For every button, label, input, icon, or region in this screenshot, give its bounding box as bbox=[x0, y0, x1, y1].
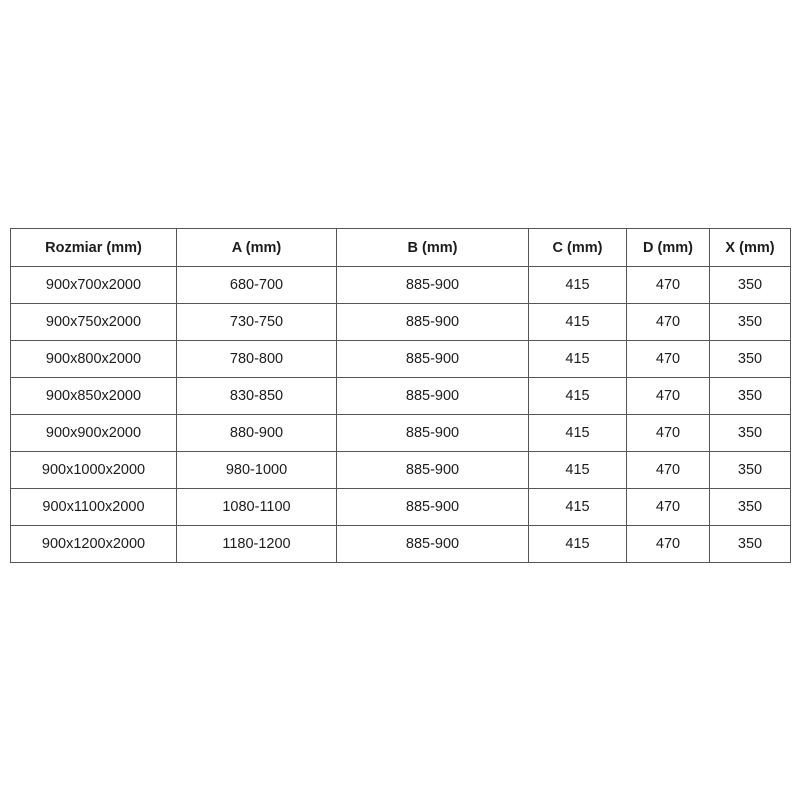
cell-a: 1180-1200 bbox=[176, 525, 337, 563]
table-row: 900x800x2000 780-800 885-900 415 470 350 bbox=[10, 340, 791, 378]
cell-x: 350 bbox=[709, 340, 791, 378]
cell-a: 980-1000 bbox=[176, 451, 337, 489]
cell-b: 885-900 bbox=[336, 414, 529, 452]
cell-d: 470 bbox=[626, 303, 710, 341]
cell-d: 470 bbox=[626, 414, 710, 452]
cell-b: 885-900 bbox=[336, 340, 529, 378]
cell-d: 470 bbox=[626, 488, 710, 526]
cell-a: 680-700 bbox=[176, 266, 337, 304]
cell-size: 900x700x2000 bbox=[10, 266, 177, 304]
cell-size: 900x1200x2000 bbox=[10, 525, 177, 563]
cell-x: 350 bbox=[709, 525, 791, 563]
cell-c: 415 bbox=[528, 266, 627, 304]
cell-a: 880-900 bbox=[176, 414, 337, 452]
cell-size: 900x1100x2000 bbox=[10, 488, 177, 526]
cell-a: 730-750 bbox=[176, 303, 337, 341]
cell-b: 885-900 bbox=[336, 525, 529, 563]
cell-x: 350 bbox=[709, 377, 791, 415]
cell-x: 350 bbox=[709, 414, 791, 452]
cell-size: 900x850x2000 bbox=[10, 377, 177, 415]
column-header-b: B (mm) bbox=[336, 228, 529, 267]
column-header-c: C (mm) bbox=[528, 228, 627, 267]
cell-c: 415 bbox=[528, 451, 627, 489]
column-header-a: A (mm) bbox=[176, 228, 337, 267]
cell-c: 415 bbox=[528, 377, 627, 415]
cell-c: 415 bbox=[528, 525, 627, 563]
cell-c: 415 bbox=[528, 488, 627, 526]
cell-size: 900x1000x2000 bbox=[10, 451, 177, 489]
cell-d: 470 bbox=[626, 377, 710, 415]
table-header: Rozmiar (mm) A (mm) B (mm) C (mm) D (mm)… bbox=[10, 228, 791, 267]
dimension-table-container: Rozmiar (mm) A (mm) B (mm) C (mm) D (mm)… bbox=[10, 228, 791, 563]
cell-size: 900x900x2000 bbox=[10, 414, 177, 452]
table-row: 900x1000x2000 980-1000 885-900 415 470 3… bbox=[10, 451, 791, 489]
column-header-size: Rozmiar (mm) bbox=[10, 228, 177, 267]
table-row: 900x1100x2000 1080-1100 885-900 415 470 … bbox=[10, 488, 791, 526]
cell-d: 470 bbox=[626, 340, 710, 378]
table-body: 900x700x2000 680-700 885-900 415 470 350… bbox=[10, 266, 791, 563]
cell-size: 900x800x2000 bbox=[10, 340, 177, 378]
cell-b: 885-900 bbox=[336, 451, 529, 489]
table-row: 900x750x2000 730-750 885-900 415 470 350 bbox=[10, 303, 791, 341]
cell-a: 780-800 bbox=[176, 340, 337, 378]
table-row: 900x850x2000 830-850 885-900 415 470 350 bbox=[10, 377, 791, 415]
dimension-table: Rozmiar (mm) A (mm) B (mm) C (mm) D (mm)… bbox=[10, 228, 791, 563]
cell-size: 900x750x2000 bbox=[10, 303, 177, 341]
cell-x: 350 bbox=[709, 303, 791, 341]
cell-b: 885-900 bbox=[336, 488, 529, 526]
cell-x: 350 bbox=[709, 451, 791, 489]
cell-c: 415 bbox=[528, 340, 627, 378]
cell-b: 885-900 bbox=[336, 377, 529, 415]
table-row: 900x900x2000 880-900 885-900 415 470 350 bbox=[10, 414, 791, 452]
column-header-d: D (mm) bbox=[626, 228, 710, 267]
table-row: 900x700x2000 680-700 885-900 415 470 350 bbox=[10, 266, 791, 304]
cell-a: 830-850 bbox=[176, 377, 337, 415]
cell-x: 350 bbox=[709, 488, 791, 526]
table-header-row: Rozmiar (mm) A (mm) B (mm) C (mm) D (mm)… bbox=[10, 228, 791, 267]
cell-a: 1080-1100 bbox=[176, 488, 337, 526]
cell-b: 885-900 bbox=[336, 266, 529, 304]
cell-d: 470 bbox=[626, 451, 710, 489]
cell-c: 415 bbox=[528, 303, 627, 341]
column-header-x: X (mm) bbox=[709, 228, 791, 267]
cell-b: 885-900 bbox=[336, 303, 529, 341]
cell-c: 415 bbox=[528, 414, 627, 452]
cell-d: 470 bbox=[626, 525, 710, 563]
table-row: 900x1200x2000 1180-1200 885-900 415 470 … bbox=[10, 525, 791, 563]
cell-x: 350 bbox=[709, 266, 791, 304]
cell-d: 470 bbox=[626, 266, 710, 304]
